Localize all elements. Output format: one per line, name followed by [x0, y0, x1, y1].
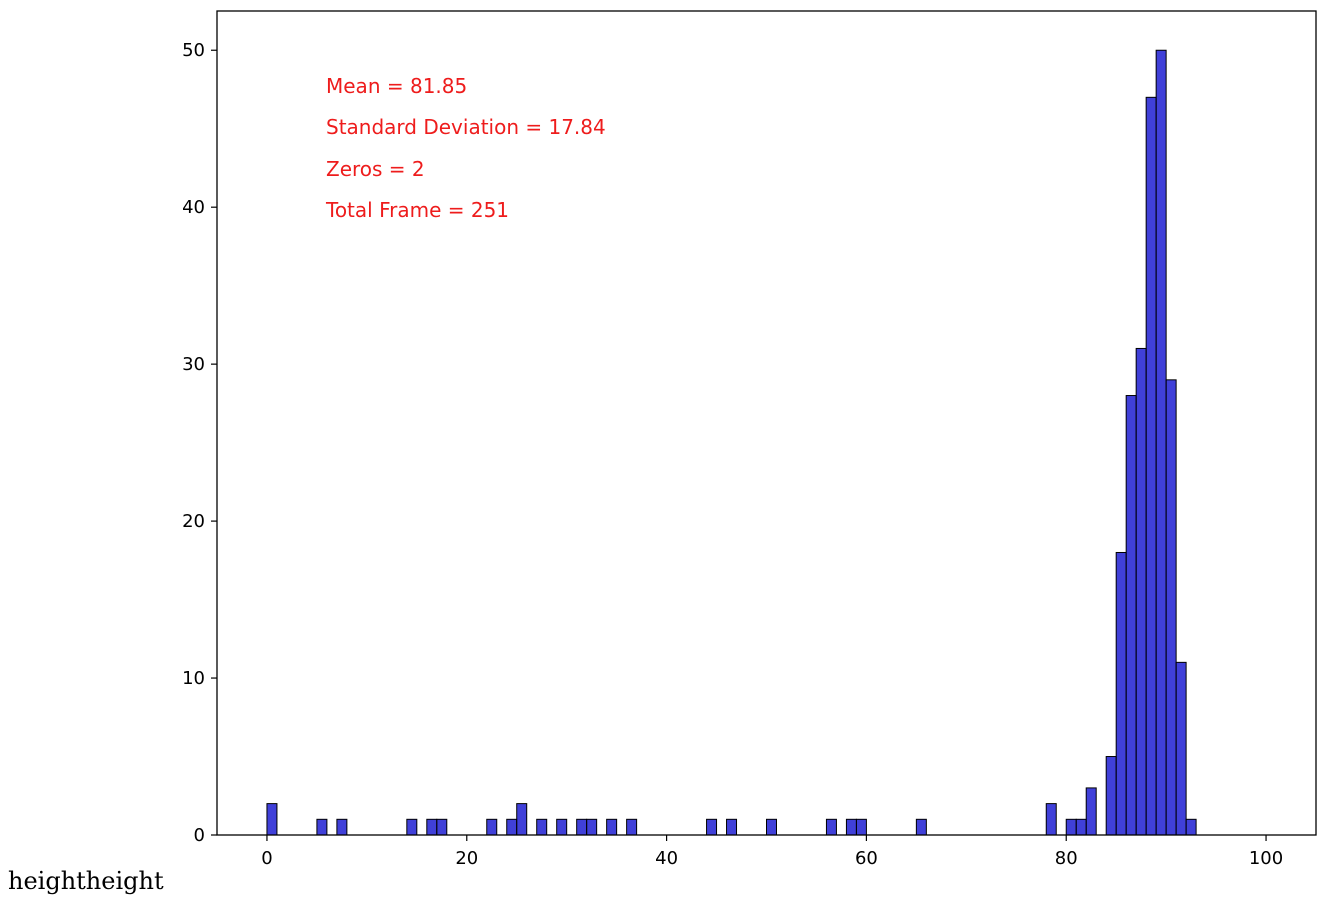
bar-25 [516, 803, 528, 836]
y-tick-label: 20 [182, 511, 205, 532]
bar-56 [825, 818, 837, 836]
bar-22 [486, 818, 498, 836]
x-tick-label: 20 [455, 848, 478, 869]
bar-65 [915, 818, 927, 836]
bar-5 [316, 818, 328, 836]
x-axis: 0 20 40 60 80 100 [261, 835, 1283, 869]
bars-group [266, 49, 1197, 836]
bar-84 [1105, 756, 1117, 836]
bar-86 [1125, 395, 1137, 836]
bar-34 [606, 818, 618, 836]
bar-85 [1115, 551, 1127, 836]
annotation-total-frame: Total Frame = 251 [325, 198, 509, 222]
bar-24 [506, 818, 518, 836]
bar-17 [436, 818, 448, 836]
bar-59 [855, 818, 867, 836]
bar-32 [586, 818, 598, 836]
bar-80 [1065, 818, 1077, 836]
bar-14 [406, 818, 418, 836]
plot-frame [216, 10, 1317, 836]
annotation-std-dev: Standard Deviation = 17.84 [326, 115, 606, 139]
y-tick-label: 30 [182, 354, 205, 375]
bar-88 [1145, 96, 1157, 836]
bar-31 [576, 818, 588, 836]
bar-44 [706, 818, 718, 836]
bar-46 [726, 818, 738, 836]
y-tick-label: 0 [194, 825, 205, 846]
y-axis: 0 10 20 30 40 50 [182, 40, 217, 846]
bar-78 [1045, 803, 1057, 836]
x-tick-label: 40 [655, 848, 678, 869]
annotation-mean: Mean = 81.85 [326, 74, 467, 98]
y-tick-label: 10 [182, 668, 205, 689]
y-tick-label: 40 [182, 197, 205, 218]
bar-87 [1135, 347, 1147, 836]
x-tick-label: 60 [855, 848, 878, 869]
bar-58 [845, 818, 857, 836]
bar-27 [536, 818, 548, 836]
bar-7 [336, 818, 348, 836]
bar-50 [766, 818, 777, 836]
bar-81 [1075, 818, 1087, 836]
bar-0 [266, 803, 278, 836]
bar-91 [1175, 661, 1187, 836]
bar-89 [1155, 49, 1167, 836]
bar-90 [1165, 379, 1177, 836]
x-tick-label: 0 [261, 848, 272, 869]
x-tick-label: 100 [1249, 848, 1283, 869]
bar-82 [1085, 787, 1097, 836]
annotation-zeros: Zeros = 2 [326, 157, 425, 181]
bar-29 [556, 818, 568, 836]
y-tick-label: 50 [182, 40, 205, 61]
bar-16 [426, 818, 438, 836]
bar-36 [626, 818, 638, 836]
footer-text: heightheight [8, 867, 164, 895]
x-tick-label: 80 [1055, 848, 1078, 869]
bar-92 [1185, 818, 1197, 836]
stats-annotations: Mean = 81.85 Standard Deviation = 17.84 … [325, 74, 606, 222]
